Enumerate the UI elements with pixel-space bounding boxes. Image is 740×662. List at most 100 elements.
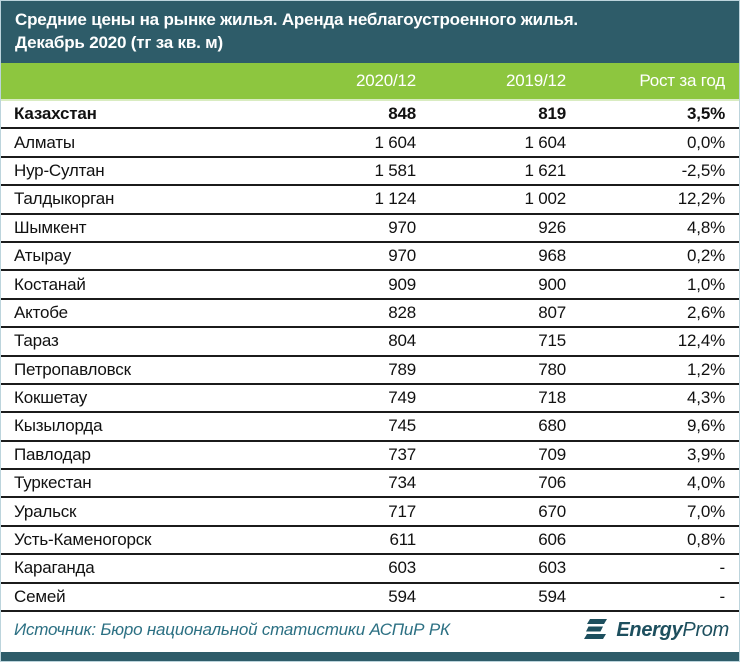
city-cell: Актобе (14, 302, 68, 322)
value-2019-cell: 606 (538, 530, 566, 550)
table-row: Семей 594 594 - (1, 584, 739, 613)
value-2020-cell: 611 (389, 530, 416, 550)
city-cell: Павлодар (14, 444, 91, 464)
value-2019-cell: 706 (538, 473, 566, 493)
city-cell: Семей (14, 586, 66, 606)
growth-cell: 2,6% (687, 302, 725, 322)
value-2020-cell: 745 (388, 416, 416, 436)
value-2020-cell: 1 581 (374, 160, 416, 180)
table-row: Кокшетау 749 718 4,3% (1, 385, 739, 414)
city-cell: Караганда (14, 558, 95, 578)
value-2019-cell: 709 (538, 444, 566, 464)
title-bar: Средние цены на рынке жилья. Аренда небл… (1, 1, 739, 63)
value-2019-cell: 594 (538, 586, 566, 606)
table-row: Талдыкорган 1 124 1 002 12,2% (1, 186, 739, 215)
bottom-accent-bar (1, 652, 739, 661)
table-row: Кызылорда 745 680 9,6% (1, 413, 739, 442)
growth-cell: 9,6% (687, 416, 725, 436)
energyprom-logo-icon (584, 619, 608, 640)
header-2019-column: 2019/12 (505, 71, 566, 90)
table-row: Караганда 603 603 - (1, 555, 739, 584)
table-row: Костанай 909 900 1,0% (1, 271, 739, 300)
growth-cell: 0,0% (687, 132, 725, 152)
city-cell: Талдыкорган (14, 189, 115, 209)
value-2019-cell: 926 (538, 217, 566, 237)
city-cell: Усть-Каменогорск (14, 530, 152, 550)
value-2019-cell: 780 (538, 359, 566, 379)
table-row: Атырау 970 968 0,2% (1, 243, 739, 272)
energyprom-logo: EnergyProm (583, 618, 729, 642)
value-2020-cell: 970 (388, 217, 416, 237)
table-row: Туркестан 734 706 4,0% (1, 470, 739, 499)
value-2020-cell: 804 (388, 331, 416, 351)
table-body: Казахстан 848 819 3,5% Алматы 1 604 1 60… (1, 101, 739, 613)
value-2019-cell: 680 (538, 416, 566, 436)
table-row: Шымкент 970 926 4,8% (1, 215, 739, 243)
table-row: Петропавловск 789 780 1,2% (1, 357, 739, 385)
footer: Источник: Бюро национальной статистики А… (1, 612, 739, 652)
title-line-2: Декабрь 2020 (тг за кв. м) (15, 33, 223, 52)
value-2020-cell: 848 (388, 104, 416, 124)
growth-cell: 1,2% (687, 359, 725, 379)
value-2020-cell: 717 (388, 501, 416, 521)
table-row: Уральск 717 670 7,0% (1, 498, 739, 527)
growth-cell: 4,8% (687, 217, 725, 237)
title-line-1: Средние цены на рынке жилья. Аренда небл… (15, 10, 578, 29)
table-row: Актобе 828 807 2,6% (1, 300, 739, 329)
city-cell: Туркестан (14, 473, 92, 493)
city-cell: Атырау (14, 246, 71, 266)
growth-cell: 0,8% (687, 530, 725, 550)
value-2019-cell: 1 002 (524, 189, 566, 209)
city-cell: Казахстан (14, 104, 97, 124)
value-2020-cell: 828 (388, 302, 416, 322)
growth-cell: 0,2% (687, 246, 725, 266)
value-2020-cell: 603 (388, 558, 416, 578)
growth-cell: - (719, 586, 726, 606)
value-2020-cell: 749 (388, 388, 416, 408)
growth-cell: - (719, 558, 726, 578)
value-2020-cell: 970 (388, 246, 416, 266)
value-2019-cell: 819 (538, 104, 566, 124)
value-2020-cell: 1 604 (374, 132, 416, 152)
city-cell: Нур-Султан (14, 160, 105, 180)
city-cell: Тараз (14, 331, 59, 351)
table-row: Алматы 1 604 1 604 0,0% (1, 129, 739, 158)
logo-text-bold: Energy (616, 618, 683, 641)
value-2019-cell: 603 (538, 558, 566, 578)
growth-cell: 12,2% (677, 189, 725, 209)
city-cell: Алматы (14, 132, 75, 152)
value-2020-cell: 1 124 (374, 189, 416, 209)
growth-cell: 4,0% (687, 473, 725, 493)
growth-cell: 12,4% (677, 331, 725, 351)
value-2020-cell: 594 (388, 586, 416, 606)
table-row: Казахстан 848 819 3,5% (1, 101, 739, 130)
value-2019-cell: 1 604 (524, 132, 566, 152)
city-cell: Кызылорда (14, 416, 103, 436)
city-cell: Петропавловск (14, 359, 131, 379)
logo-text-light: Prom (682, 618, 729, 641)
source-note: Источник: Бюро национальной статистики А… (14, 620, 450, 640)
energyprom-logo-text: EnergyProm (616, 619, 729, 642)
city-cell: Шымкент (14, 217, 87, 237)
value-2020-cell: 737 (388, 444, 416, 464)
value-2020-cell: 734 (388, 473, 416, 493)
city-cell: Костанай (14, 274, 86, 294)
table-row: Павлодар 737 709 3,9% (1, 442, 739, 471)
value-2019-cell: 968 (538, 246, 566, 266)
value-2019-cell: 718 (538, 388, 566, 408)
value-2019-cell: 900 (538, 274, 566, 294)
header-growth-column: Рост за год (639, 71, 725, 90)
value-2019-cell: 715 (538, 331, 566, 351)
table-header-row: 2020/12 2019/12 Рост за год (1, 63, 739, 101)
growth-cell: 1,0% (687, 274, 725, 294)
value-2020-cell: 789 (388, 359, 416, 379)
growth-cell: 3,9% (687, 444, 725, 464)
header-2020-column: 2020/12 (355, 71, 416, 90)
growth-cell: -2,5% (681, 160, 726, 180)
value-2019-cell: 1 621 (524, 160, 566, 180)
value-2019-cell: 807 (538, 302, 566, 322)
city-cell: Уральск (14, 501, 77, 521)
table-row: Нур-Султан 1 581 1 621 -2,5% (1, 158, 739, 187)
growth-cell: 3,5% (687, 104, 725, 124)
